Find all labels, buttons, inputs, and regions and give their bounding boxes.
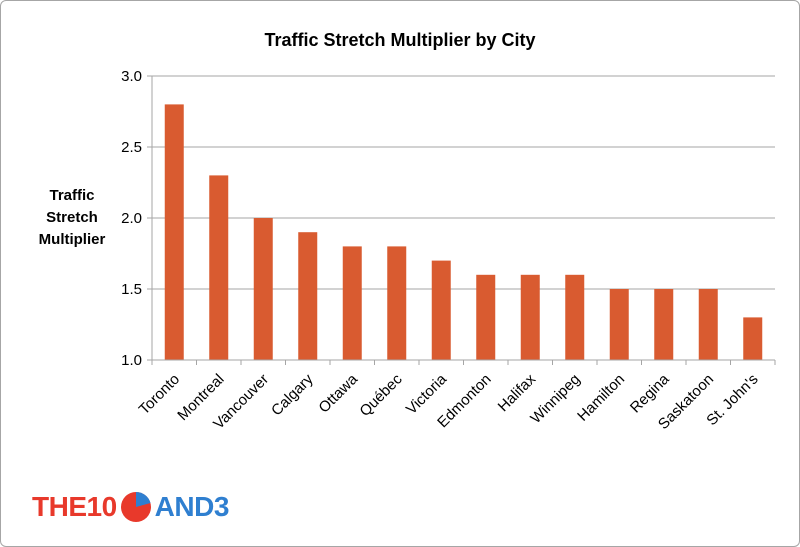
bar-victoria xyxy=(431,260,451,360)
pie-logo-icon xyxy=(120,491,151,522)
bar-regina xyxy=(654,289,674,360)
brand-logo: THE10 AND3 xyxy=(32,487,229,527)
logo-left-text: THE10 xyxy=(32,491,117,522)
chart-title: Traffic Stretch Multiplier by City xyxy=(264,30,536,50)
bar-ottawa xyxy=(342,246,362,360)
y-tick-label: 2.0 xyxy=(121,210,142,227)
bar-hamilton xyxy=(609,289,629,360)
logo-right-text: AND3 xyxy=(154,491,230,522)
y-tick-label: 3.0 xyxy=(121,68,142,85)
y-axis-label-line-1: Traffic xyxy=(49,187,95,204)
y-axis-label-line-3: Multiplier xyxy=(38,231,106,248)
bar-calgary xyxy=(298,232,318,360)
x-tick-label: Hamilton xyxy=(574,371,628,425)
x-tick-label: Ottawa xyxy=(315,370,361,416)
bar-winnipeg xyxy=(565,274,585,360)
bar-chart-plot: 1.01.52.02.53.0TorontoMontrealVancouverC… xyxy=(121,68,776,433)
bar-st-john-s xyxy=(743,317,763,360)
y-axis-label-line-2: Stretch xyxy=(46,209,98,226)
y-tick-label: 1.5 xyxy=(121,281,142,298)
x-tick-label: Calgary xyxy=(268,370,317,419)
bar-qu-bec xyxy=(387,246,407,360)
x-tick-label: Winnipeg xyxy=(527,371,583,427)
bar-halifax xyxy=(520,274,540,360)
y-tick-label: 1.0 xyxy=(121,352,142,369)
y-axis-label: Traffic Stretch Multiplier xyxy=(22,185,122,251)
bar-montreal xyxy=(209,175,229,360)
bar-vancouver xyxy=(253,218,273,360)
bar-toronto xyxy=(164,104,184,361)
bar-saskatoon xyxy=(698,289,718,360)
bar-edmonton xyxy=(476,274,496,360)
x-tick-label: Québec xyxy=(356,370,406,420)
y-tick-label: 2.5 xyxy=(121,139,142,156)
